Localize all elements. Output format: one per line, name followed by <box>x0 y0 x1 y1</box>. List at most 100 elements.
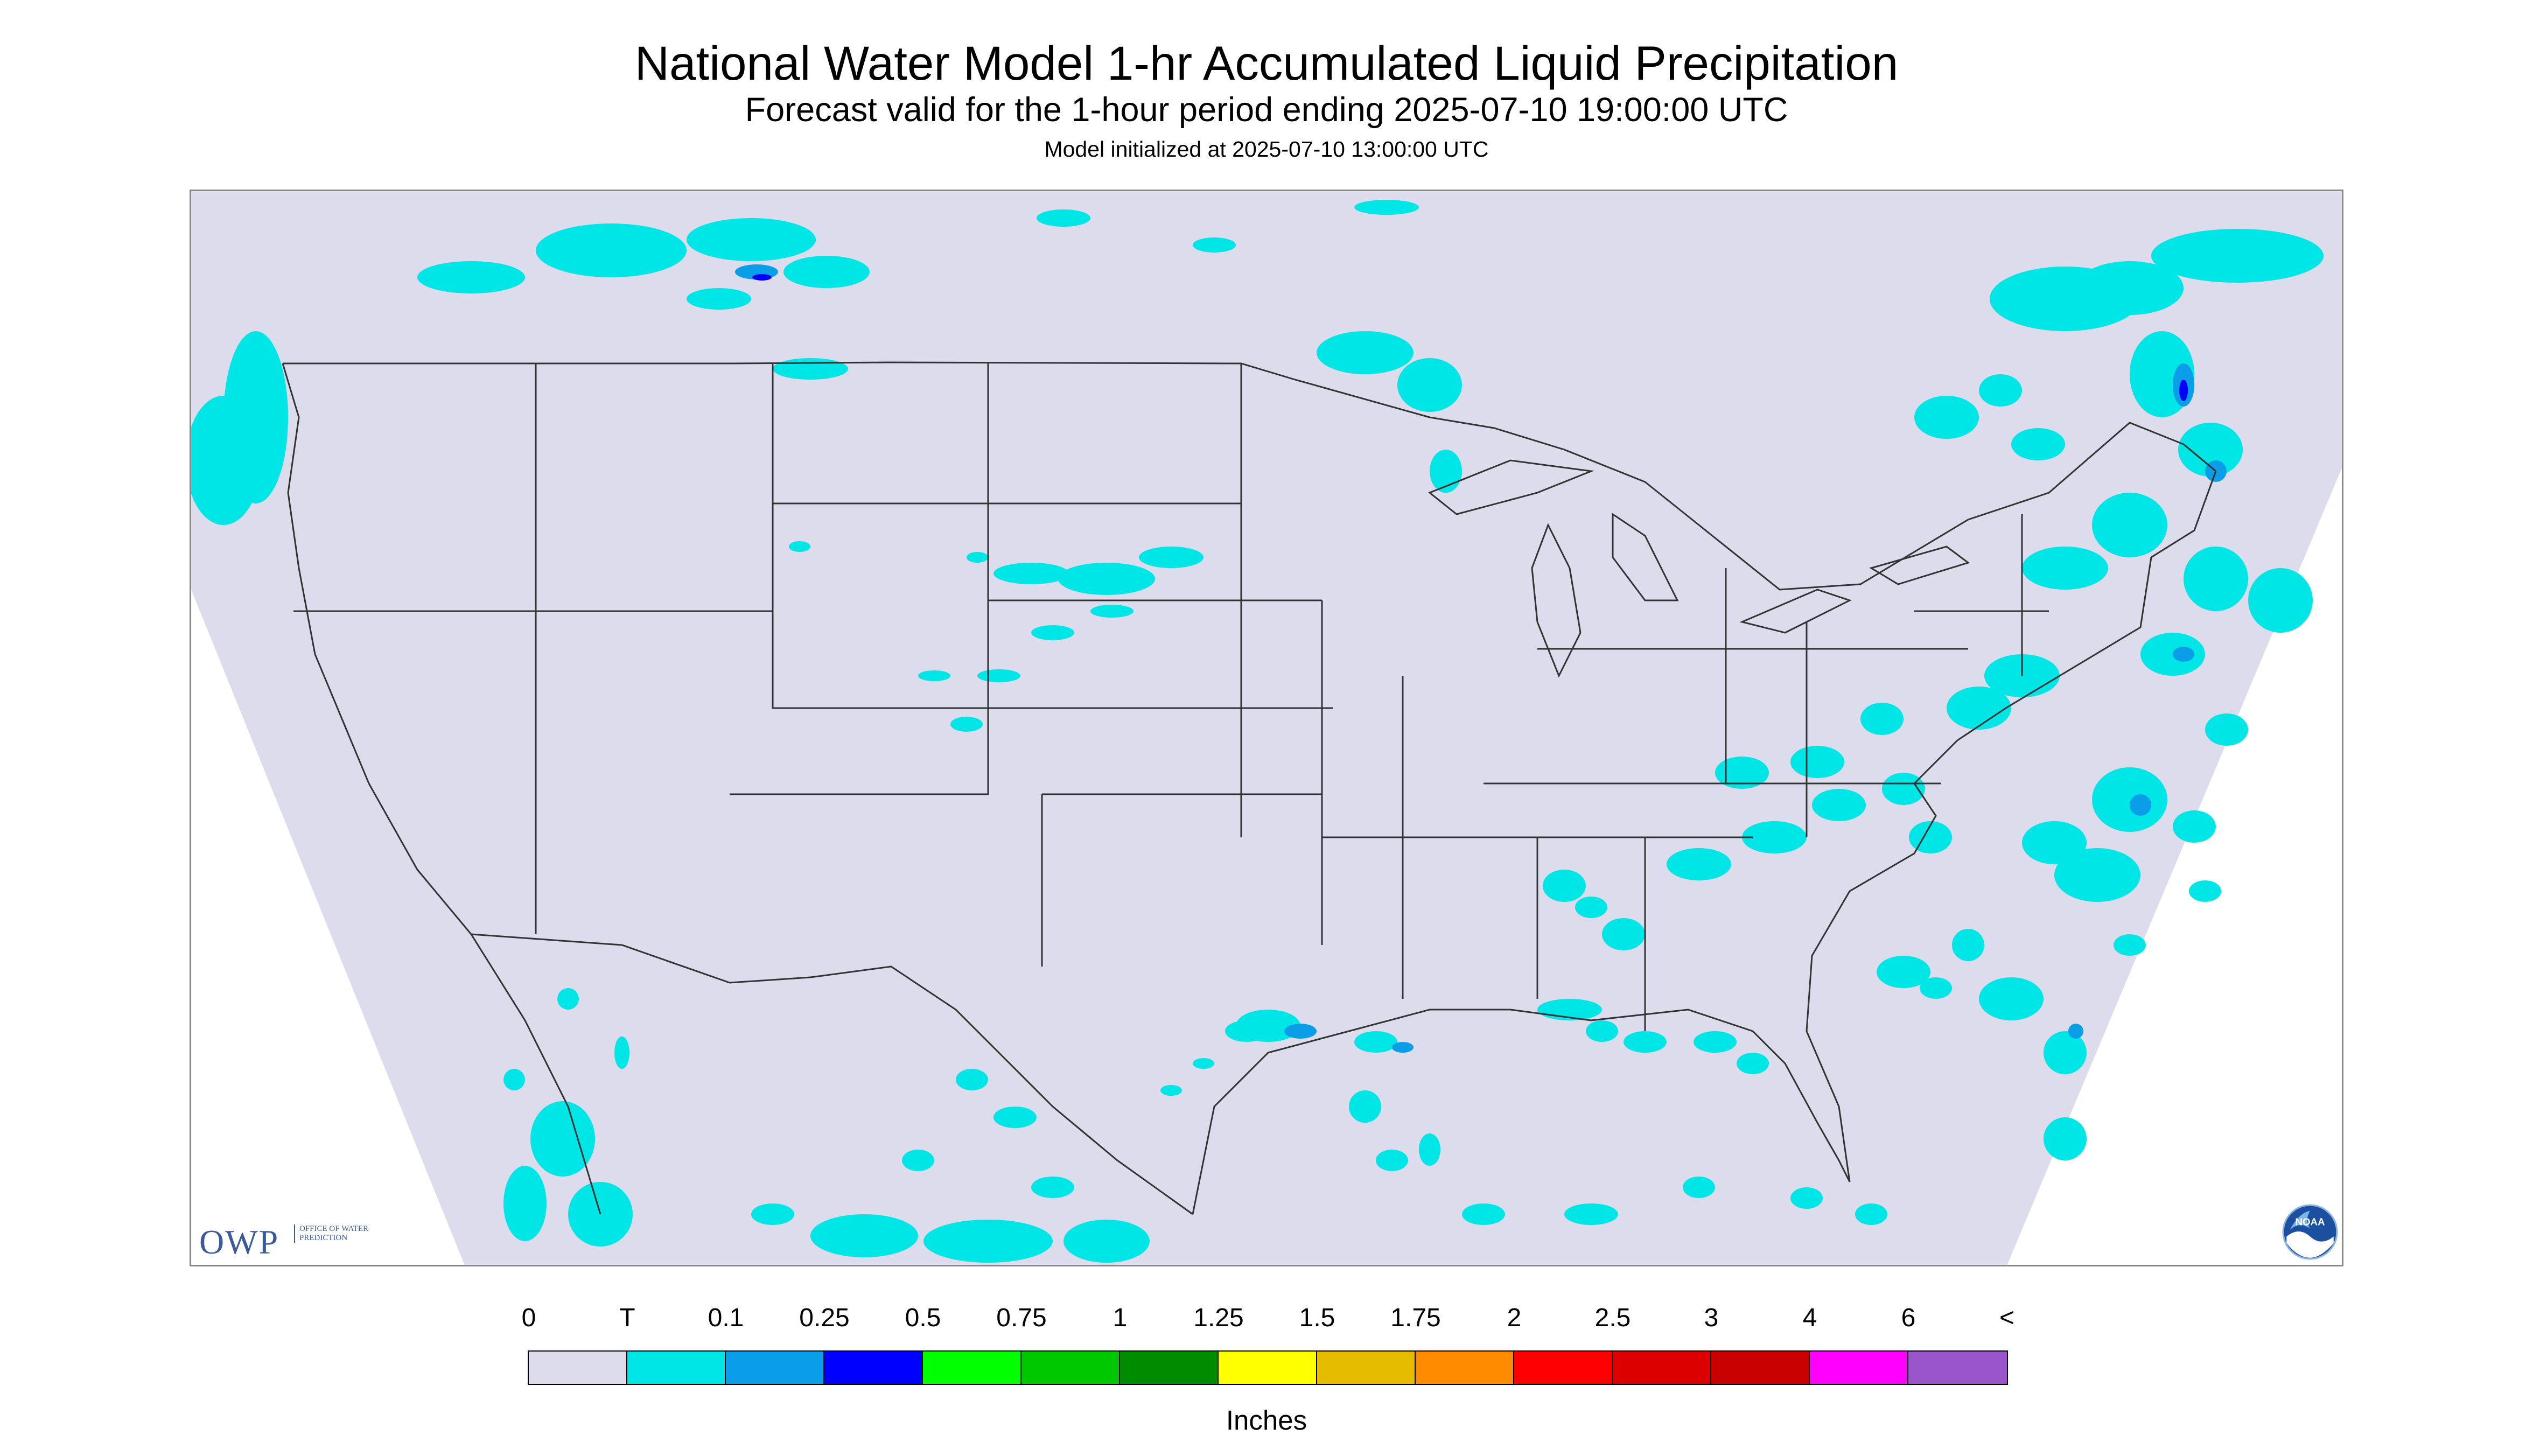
legend-tick-label: 1.5 <box>1299 1304 1335 1332</box>
light-rain-area <box>967 552 988 563</box>
legend-tick-label: 0.1 <box>708 1304 744 1332</box>
light-rain-area <box>923 1220 1053 1263</box>
light-rain-area <box>1882 773 1925 805</box>
model-init-line: Model initialized at 2025-07-10 13:00:00… <box>1044 137 1489 162</box>
light-rain-area <box>1139 547 1203 568</box>
light-rain-area <box>1462 1203 1505 1225</box>
heavy-rain-area <box>2179 380 2188 401</box>
light-rain-area <box>1317 331 1414 374</box>
light-rain-area <box>2054 848 2140 902</box>
light-rain-area <box>950 717 983 732</box>
heavy-rain-area <box>752 274 772 281</box>
light-rain-area <box>1354 200 1419 215</box>
light-rain-area <box>1855 1203 1887 1225</box>
light-rain-area <box>2044 1117 2087 1160</box>
legend-swatch <box>1416 1352 1514 1384</box>
moderate-rain-area <box>2068 1024 2083 1039</box>
light-rain-area <box>687 218 816 261</box>
noaa-logo: NOAA <box>2282 1204 2338 1260</box>
light-rain-area <box>1742 821 1807 853</box>
legend-tick-label: 3 <box>1704 1304 1719 1332</box>
light-rain-area <box>2205 713 2248 746</box>
light-rain-area <box>1737 1053 1769 1074</box>
moderate-rain-area <box>2173 647 2194 662</box>
light-rain-area <box>614 1037 629 1069</box>
light-rain-area <box>503 1166 547 1241</box>
light-rain-area <box>1812 789 1866 821</box>
legend-tick-label: 2 <box>1507 1304 1522 1332</box>
light-rain-area <box>1683 1177 1715 1198</box>
state-boundaries <box>282 361 2217 1215</box>
forecast-valid-subtitle: Forecast valid for the 1-hour period end… <box>745 91 1788 129</box>
light-rain-area <box>751 1203 794 1225</box>
light-rain-area <box>1063 1220 1150 1263</box>
legend-swatch <box>1317 1352 1416 1384</box>
light-rain-area <box>977 669 1020 682</box>
svg-text:NOAA: NOAA <box>2295 1216 2325 1228</box>
legend-tick-label: 0.25 <box>799 1304 850 1332</box>
light-rain-area <box>2076 261 2184 315</box>
light-rain-area <box>2011 428 2065 460</box>
light-rain-area <box>191 396 261 525</box>
light-rain-area <box>1715 757 1769 789</box>
light-rain-area <box>789 541 810 552</box>
light-rain-area <box>1947 687 2011 730</box>
light-rain-area <box>1952 929 1984 961</box>
light-rain-area <box>1160 1085 1182 1096</box>
light-rain-area <box>1914 396 1979 439</box>
legend-swatch <box>1120 1352 1219 1384</box>
light-rain-area <box>2151 229 2324 283</box>
legend-tick-label: 2.5 <box>1594 1304 1631 1332</box>
light-rain-area <box>417 261 525 293</box>
legend-swatch <box>923 1352 1021 1384</box>
light-rain-area <box>1225 1020 1268 1042</box>
light-rain-area <box>783 256 870 288</box>
light-rain-area <box>956 1069 988 1090</box>
legend-tick-label: 0.75 <box>996 1304 1047 1332</box>
light-rain-area <box>2248 568 2313 633</box>
legend-swatch <box>824 1352 923 1384</box>
light-rain-area <box>1543 870 1586 902</box>
legend-tick-label: 6 <box>1901 1304 1916 1332</box>
map-title: National Water Model 1-hr Accumulated Li… <box>634 36 1899 90</box>
legend-colorbar <box>528 1350 2008 1385</box>
light-rain-area <box>2044 1031 2087 1074</box>
light-rain-area <box>536 223 687 277</box>
legend-swatch <box>1021 1352 1120 1384</box>
light-rain-area <box>1564 1203 1618 1225</box>
light-rain-area <box>1349 1090 1381 1123</box>
light-rain-area <box>902 1150 934 1171</box>
light-rain-area <box>1979 977 2044 1020</box>
light-rain-area <box>2022 547 2108 590</box>
light-rain-area <box>2173 810 2216 843</box>
light-rain-area <box>993 1107 1037 1128</box>
light-rain-area <box>2184 547 2248 611</box>
light-rain-area <box>2189 880 2221 902</box>
owp-logo-letters: OWP <box>199 1223 279 1261</box>
legend-swatch <box>1908 1352 2007 1384</box>
light-rain-area <box>1193 237 1236 253</box>
light-rain-area <box>1667 848 1731 880</box>
legend-swatch <box>529 1352 627 1384</box>
legend-swatch <box>1810 1352 1908 1384</box>
legend-swatch <box>1613 1352 1711 1384</box>
light-rain-area <box>2022 821 2087 864</box>
light-rain-area <box>2178 423 2243 477</box>
legend-swatch <box>1219 1352 1317 1384</box>
legend-units-label: Inches <box>1226 1405 1307 1436</box>
light-rain-area <box>2092 767 2167 832</box>
light-rain-area <box>1790 1187 1823 1209</box>
light-rain-area <box>2092 493 2167 557</box>
light-rain-area <box>1419 1133 1440 1166</box>
light-rain-area <box>1031 1177 1074 1198</box>
light-rain-area <box>503 1069 525 1090</box>
light-rain-area <box>1790 746 1844 778</box>
light-rain-area <box>1877 956 1930 988</box>
light-rain-area <box>773 358 848 380</box>
light-rain-area <box>1979 374 2022 407</box>
legend-swatch <box>1711 1352 1810 1384</box>
light-rain-area <box>1090 605 1133 618</box>
moderate-rain-area <box>1284 1024 1317 1039</box>
legend-tick-label: 1 <box>1112 1304 1128 1332</box>
light-rain-area <box>1354 1031 1397 1053</box>
